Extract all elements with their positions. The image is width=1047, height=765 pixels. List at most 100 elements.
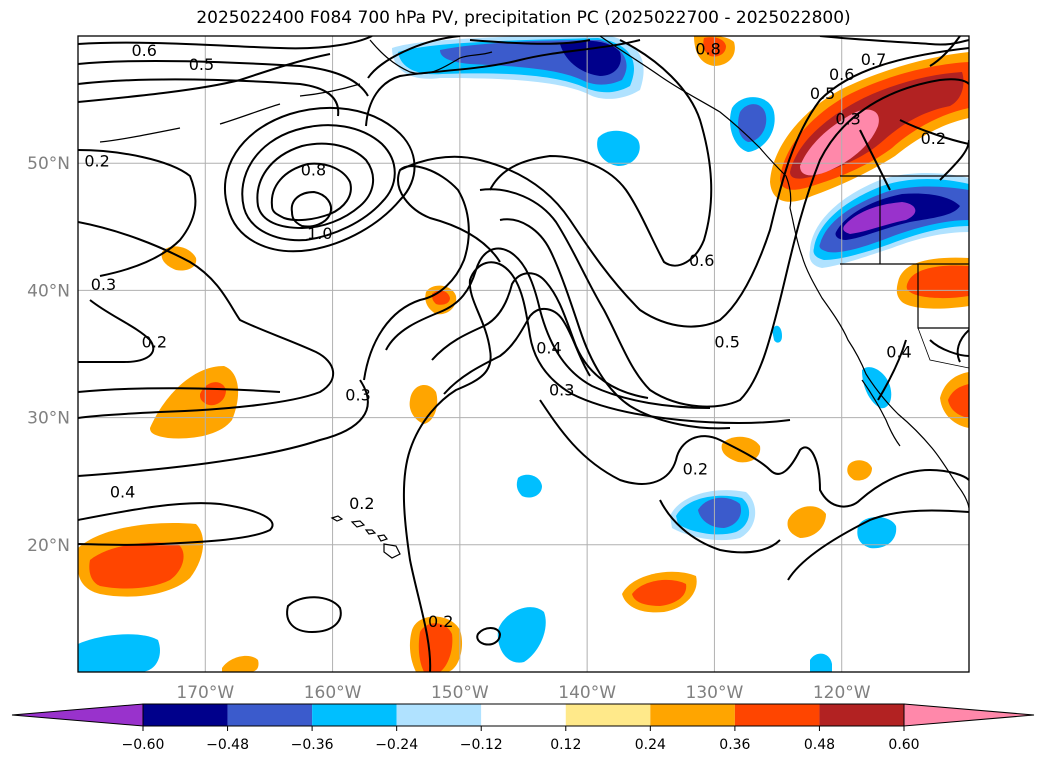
pv-contour: [78, 149, 197, 277]
pv-contour: [819, 36, 969, 46]
coastline: [599, 36, 969, 509]
pv-contour: [290, 190, 332, 228]
pv-contour: [78, 59, 369, 97]
precip-patch: [948, 384, 969, 418]
contour-label: 0.5: [810, 84, 835, 103]
precipitation-fill-layer: [78, 36, 969, 672]
colorbar-tick-label: −0.24: [375, 737, 418, 753]
pv-contour: [78, 53, 331, 103]
pv-contour: [899, 119, 969, 145]
colorbar-frame: [142, 703, 905, 727]
precip-patch: [632, 579, 687, 606]
pv-contour: [659, 499, 781, 554]
colorbar: −0.60 −0.48 −0.36 −0.24 −0.12 0.12 0.24 0.36 0.4…: [11, 703, 1035, 753]
colorbar-segment: [227, 704, 313, 726]
pv-contour: [859, 129, 891, 191]
x-tick-label: 150°W: [431, 683, 489, 703]
precip-patch: [78, 634, 160, 672]
contour-label-layer: 0.60.50.2 0.81.00.30.20.30.40.20.20.40.30…: [84, 40, 946, 631]
precip-patch: [847, 460, 872, 481]
contour-label: 0.3: [835, 110, 860, 129]
contour-label: 0.2: [428, 612, 453, 631]
pv-contour: [929, 339, 969, 357]
contour-label: 1.0: [307, 224, 332, 243]
island: [383, 543, 401, 559]
x-tick-label: 140°W: [558, 683, 616, 703]
pv-contour: [489, 39, 713, 267]
contour-label: 0.2: [683, 459, 708, 478]
contour-label: 0.5: [189, 55, 214, 74]
pv-contour: [78, 379, 369, 477]
pv-contour: [78, 502, 274, 546]
contour-label: 0.6: [829, 65, 854, 84]
pv-contour: [365, 39, 641, 127]
colorbar-segment: [396, 704, 482, 726]
precip-patch: [89, 542, 184, 589]
precip-patch: [560, 40, 621, 76]
coastline: [369, 39, 493, 75]
hawaii-islands: [330, 515, 401, 559]
island: [330, 515, 344, 522]
grid-layer: [78, 36, 969, 672]
x-axis-ticks: 170°W 160°W 150°W 140°W 130°W 120°W: [176, 683, 870, 703]
plot-area: 0.60.50.2 0.81.00.30.20.30.40.20.20.40.30…: [78, 36, 969, 672]
pv-contour: [469, 39, 591, 45]
island: [377, 534, 388, 542]
pv-contour: [499, 218, 731, 430]
colorbar-tick-label: 0.48: [804, 737, 835, 753]
colorbar-tick-label: −0.48: [206, 737, 249, 753]
x-tick-label: 130°W: [686, 683, 744, 703]
coastline: [299, 83, 361, 97]
colorbar-tick-label: −0.60: [122, 737, 165, 753]
contour-label: 0.5: [714, 332, 739, 351]
contour-label: 0.2: [142, 332, 167, 351]
colorbar-tick-label: 0.12: [550, 737, 581, 753]
precip-patch: [738, 104, 767, 142]
contour-label: 0.2: [921, 129, 946, 148]
precip-patch: [772, 325, 782, 343]
y-tick-label: 30°N: [27, 409, 70, 429]
colorbar-segment: [819, 704, 904, 726]
colorbar-segment: [143, 704, 228, 726]
contour-label: 0.4: [536, 339, 561, 358]
pv-contour: [367, 36, 461, 79]
colorbar-segment: [481, 704, 566, 726]
precip-patch: [597, 130, 640, 166]
y-axis-ticks: 20°N 30°N 40°N 50°N: [27, 154, 70, 556]
pv-contour: [78, 299, 155, 363]
colorbar-tick-label: 0.36: [719, 737, 750, 753]
island: [350, 520, 366, 528]
contour-label: 0.6: [689, 251, 714, 270]
contour-label: 0.4: [886, 342, 911, 361]
colorbar-segment: [734, 704, 820, 726]
contour-label: 0.6: [131, 41, 156, 60]
pv-contour: [431, 272, 649, 399]
colorbar-segment: [650, 704, 735, 726]
contour-label: 0.2: [349, 494, 374, 513]
colorbar-tick-label: 0.24: [635, 737, 666, 753]
island: [364, 529, 377, 535]
y-tick-label: 20°N: [27, 536, 70, 556]
y-tick-label: 40°N: [27, 281, 70, 301]
x-tick-label: 170°W: [176, 683, 234, 703]
colorbar-extend-min: [11, 703, 144, 727]
coastline: [861, 379, 901, 447]
pv-contour: [256, 142, 375, 230]
pv-contour: [877, 339, 907, 401]
contour-label: 0.3: [91, 275, 116, 294]
contour-label: 0.8: [301, 161, 326, 180]
precip-patch: [497, 607, 546, 663]
pv-contour: [223, 106, 416, 253]
pv-contour: [539, 399, 969, 508]
pv-contour: [402, 261, 791, 672]
colorbar-tick-label: −0.12: [460, 737, 503, 753]
pv-contour: [479, 78, 969, 408]
pv-contour: [241, 124, 396, 242]
pv-contour: [929, 36, 961, 67]
pv-contour: [270, 162, 352, 222]
contour-label: 0.8: [695, 40, 720, 59]
pv-contour: [787, 509, 969, 581]
colorbar-tick-label: −0.36: [291, 737, 334, 753]
precip-patch: [810, 653, 832, 672]
